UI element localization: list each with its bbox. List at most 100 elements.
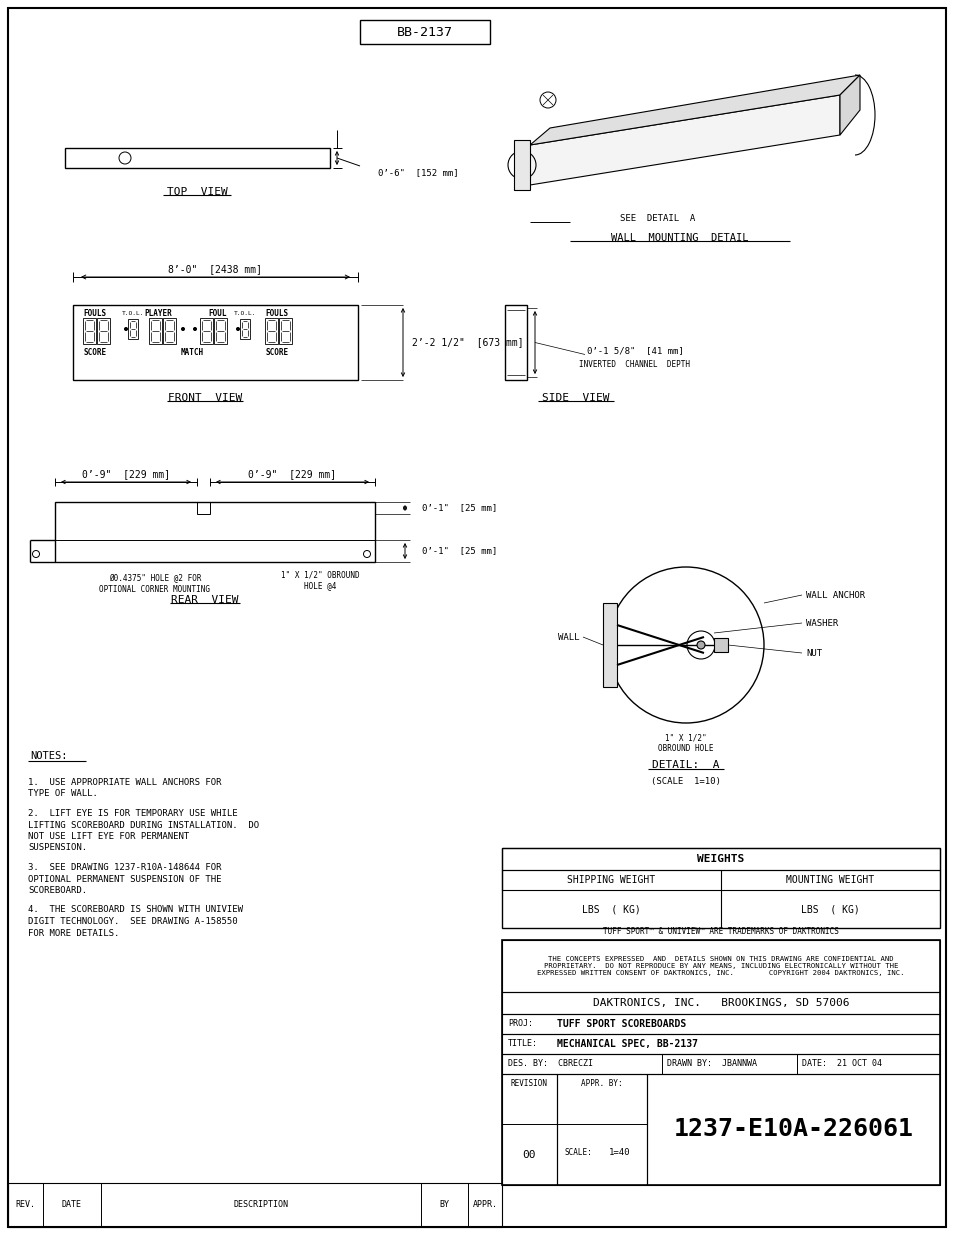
Text: SEE  DETAIL  A: SEE DETAIL A <box>619 214 695 222</box>
Text: T.O.L.: T.O.L. <box>122 310 144 315</box>
Bar <box>55 501 375 562</box>
Bar <box>65 148 330 168</box>
Text: 0’-1"  [25 mm]: 0’-1" [25 mm] <box>422 504 497 513</box>
Text: 1" X 1/2"
OBROUND HOLE: 1" X 1/2" OBROUND HOLE <box>658 734 713 752</box>
Text: 00: 00 <box>522 1150 536 1160</box>
Bar <box>501 1014 939 1034</box>
Text: SCORE: SCORE <box>83 347 107 357</box>
Text: SHIPPING WEIGHT: SHIPPING WEIGHT <box>566 876 655 885</box>
Text: PLAYER: PLAYER <box>144 309 172 317</box>
Text: APPR. BY:: APPR. BY: <box>580 1079 622 1088</box>
Text: 0’-9"  [229 mm]: 0’-9" [229 mm] <box>248 469 335 479</box>
Text: SCALE:: SCALE: <box>564 1149 592 1157</box>
Text: FRONT  VIEW: FRONT VIEW <box>168 393 242 403</box>
Bar <box>163 317 175 345</box>
Bar <box>501 1053 939 1074</box>
Text: WASHER: WASHER <box>805 619 838 627</box>
Text: DES. BY:  CBRECZI: DES. BY: CBRECZI <box>507 1060 593 1068</box>
Text: WALL ANCHOR: WALL ANCHOR <box>805 590 864 599</box>
Text: REVISION: REVISION <box>511 1079 547 1088</box>
Bar <box>501 848 939 927</box>
Bar <box>501 940 939 992</box>
Text: REV.: REV. <box>15 1200 35 1209</box>
Bar <box>97 317 110 345</box>
Circle shape <box>517 161 526 170</box>
Text: DESCRIPTION: DESCRIPTION <box>233 1200 288 1209</box>
Text: WALL: WALL <box>558 632 579 641</box>
Text: LBS  ( KG): LBS ( KG) <box>800 904 859 914</box>
Text: (SCALE  1=10): (SCALE 1=10) <box>650 777 720 785</box>
Bar <box>713 638 727 652</box>
Bar <box>278 317 292 345</box>
Text: SCORE: SCORE <box>265 347 288 357</box>
Bar <box>213 317 227 345</box>
Text: DATE: DATE <box>62 1200 82 1209</box>
Polygon shape <box>530 95 840 185</box>
Text: TUFF SPORT SCOREBOARDS: TUFF SPORT SCOREBOARDS <box>557 1019 685 1029</box>
Circle shape <box>125 327 128 331</box>
Polygon shape <box>530 75 859 144</box>
Text: REAR  VIEW: REAR VIEW <box>172 595 238 605</box>
Bar <box>501 940 939 1186</box>
Text: LBS  ( KG): LBS ( KG) <box>581 904 639 914</box>
Text: DAKTRONICS, INC.   BROOKINGS, SD 57006: DAKTRONICS, INC. BROOKINGS, SD 57006 <box>592 998 848 1008</box>
Text: PROJ:: PROJ: <box>507 1020 533 1029</box>
Text: Ø0.4375" HOLE @2 FOR
OPTIONAL CORNER MOUNTING: Ø0.4375" HOLE @2 FOR OPTIONAL CORNER MOU… <box>99 574 211 594</box>
Circle shape <box>697 641 704 650</box>
Text: FOULS: FOULS <box>83 309 107 317</box>
Bar <box>501 848 939 869</box>
Bar <box>501 992 939 1014</box>
Text: NOTES:: NOTES: <box>30 751 68 761</box>
Bar <box>359 20 490 44</box>
Text: DETAIL:  A: DETAIL: A <box>652 760 719 769</box>
Text: BY: BY <box>439 1200 449 1209</box>
Text: OPTIONAL PERMANENT SUSPENSION OF THE: OPTIONAL PERMANENT SUSPENSION OF THE <box>28 874 221 883</box>
Text: TUFF SPORT™ & UNIVIEW™ ARE TRADEMARKS OF DAKTRONICS: TUFF SPORT™ & UNIVIEW™ ARE TRADEMARKS OF… <box>602 927 838 936</box>
Text: NUT: NUT <box>805 648 821 657</box>
Bar <box>501 1074 557 1186</box>
Text: SUSPENSION.: SUSPENSION. <box>28 844 87 852</box>
Bar <box>240 319 250 338</box>
Bar <box>501 1034 939 1053</box>
Text: 0’-6"  [152 mm]: 0’-6" [152 mm] <box>377 168 457 178</box>
Bar <box>83 317 96 345</box>
Text: NOT USE LIFT EYE FOR PERMANENT: NOT USE LIFT EYE FOR PERMANENT <box>28 832 189 841</box>
Text: INVERTED  CHANNEL  DEPTH: INVERTED CHANNEL DEPTH <box>578 359 690 369</box>
Text: FOULS: FOULS <box>265 309 288 317</box>
Text: MATCH: MATCH <box>180 347 203 357</box>
Text: 1237-E10A-226061: 1237-E10A-226061 <box>673 1118 913 1141</box>
Text: THE CONCEPTS EXPRESSED  AND  DETAILS SHOWN ON THIS DRAWING ARE CONFIDENTIAL AND
: THE CONCEPTS EXPRESSED AND DETAILS SHOWN… <box>537 956 903 976</box>
Text: WEIGHTS: WEIGHTS <box>697 853 744 864</box>
Text: APPR.: APPR. <box>472 1200 497 1209</box>
Text: 0’-1"  [25 mm]: 0’-1" [25 mm] <box>422 547 497 556</box>
Text: BB-2137: BB-2137 <box>396 26 453 38</box>
Text: 1=40: 1=40 <box>608 1149 630 1157</box>
Circle shape <box>193 327 196 331</box>
Text: FOUL: FOUL <box>209 309 227 317</box>
Text: 0’-1 5/8"  [41 mm]: 0’-1 5/8" [41 mm] <box>586 346 682 354</box>
Bar <box>646 1074 939 1186</box>
Text: T.O.L.: T.O.L. <box>233 310 256 315</box>
Text: WALL  MOUNTING  DETAIL: WALL MOUNTING DETAIL <box>611 233 748 243</box>
Text: DIGIT TECHNOLOGY.  SEE DRAWING A-158550: DIGIT TECHNOLOGY. SEE DRAWING A-158550 <box>28 918 237 926</box>
Text: 2’-2 1/2"  [673 mm]: 2’-2 1/2" [673 mm] <box>412 337 523 347</box>
Bar <box>128 319 138 338</box>
Bar <box>149 317 162 345</box>
Text: 8’-0"  [2438 mm]: 8’-0" [2438 mm] <box>169 264 262 274</box>
Text: 4.  THE SCOREBOARD IS SHOWN WITH UNIVIEW: 4. THE SCOREBOARD IS SHOWN WITH UNIVIEW <box>28 905 243 914</box>
Text: LIFTING SCOREBOARD DURING INSTALLATION.  DO: LIFTING SCOREBOARD DURING INSTALLATION. … <box>28 820 259 830</box>
Bar <box>557 1074 646 1186</box>
Circle shape <box>236 327 239 331</box>
Bar <box>8 1183 501 1228</box>
Text: 0’-9"  [229 mm]: 0’-9" [229 mm] <box>82 469 170 479</box>
Text: DRAWN BY:  JBANNWA: DRAWN BY: JBANNWA <box>666 1060 757 1068</box>
Text: TITLE:: TITLE: <box>507 1040 537 1049</box>
Bar <box>501 869 939 890</box>
Bar <box>602 603 617 687</box>
Text: 1.  USE APPROPRIATE WALL ANCHORS FOR: 1. USE APPROPRIATE WALL ANCHORS FOR <box>28 778 221 787</box>
Text: MECHANICAL SPEC, BB-2137: MECHANICAL SPEC, BB-2137 <box>557 1039 698 1049</box>
Polygon shape <box>840 75 859 135</box>
Bar <box>504 305 526 380</box>
Text: MOUNTING WEIGHT: MOUNTING WEIGHT <box>785 876 873 885</box>
Text: 1" X 1/2" OBROUND
HOLE @4: 1" X 1/2" OBROUND HOLE @4 <box>280 571 359 589</box>
